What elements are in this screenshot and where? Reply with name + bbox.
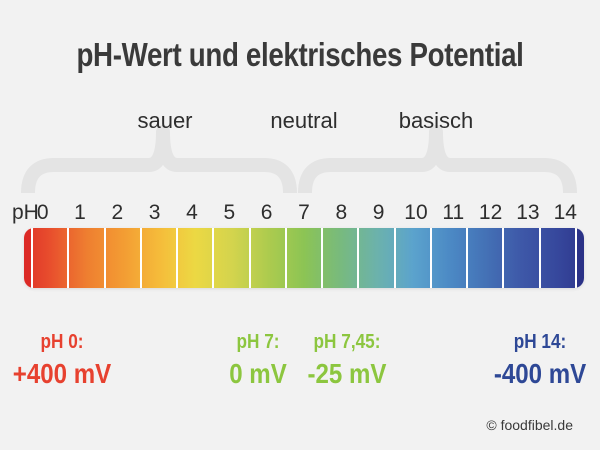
ph-segment-3 [141,228,177,288]
ph-tick: 14 [553,201,577,224]
ph-segment-9 [359,228,394,288]
ph-segment-10 [395,228,430,288]
ph-segment-13 [504,228,539,288]
annotation-value: -400 mV [493,358,587,389]
ph-tick: 10 [404,201,428,224]
ph-tick: 9 [372,201,385,224]
ph-tick: 11 [442,201,465,224]
ph-tick: 5 [223,201,236,224]
annotation-ph-7-45: pH 7,45: -25 mV [270,331,425,389]
ph-segment-4 [178,228,213,288]
annotation-ph-14: pH 14: -400 mV [463,331,600,389]
ph-tick: 2 [111,201,124,224]
ph-tick: 1 [74,201,86,224]
annotation-value: -25 mV [307,358,387,389]
ph-tick: 13 [516,201,540,224]
ph-tick: 6 [260,201,273,224]
page-title: pH-Wert und elektrisches Potential [76,36,524,73]
ph-tick: 4 [186,201,198,224]
region-label-neutral: neutral [270,108,338,133]
bar-cap-right [576,228,584,288]
ph-axis-label: pH [12,201,39,224]
ph-segment-11 [431,228,467,288]
annotation-label: pH 0: [40,331,84,353]
basisch-range-brace-icon [298,125,577,194]
copyright: © foodfibel.de [486,417,573,433]
ph-segment-1 [69,228,104,288]
annotation-ph-0: pH 0: +400 mV [0,331,139,389]
region-label-basisch: basisch [398,108,474,133]
ph-tick: 12 [478,201,503,224]
ph-tick: 7 [298,201,310,224]
annotation-label: pH 7,45: [313,331,381,353]
ph-segment-5 [214,228,249,288]
ph-tick: 3 [148,201,161,224]
ph-segment-8 [323,228,358,288]
ph-tick: 8 [335,201,348,224]
ph-color-bar [24,228,584,288]
annotation-label: pH 7: [236,331,280,353]
ph-tick: 0 [36,201,49,224]
ph-segment-0 [33,228,68,288]
ph-segment-2 [105,228,140,288]
ph-segment-6 [250,228,285,288]
ph-segment-14 [540,228,575,288]
annotation-value: 0 mV [229,358,287,389]
ph-ticks: 0 1 2 3 4 5 6 7 8 9 10 11 12 13 14 [24,201,584,225]
ph-segment-7 [286,228,322,288]
region-label-sauer: sauer [137,108,193,133]
region-labels: sauer neutral basisch [0,108,600,136]
bar-cap-left [24,228,31,288]
ph-segment-12 [468,228,503,288]
annotation-label: pH 14: [513,331,567,353]
sauer-range-brace-icon [21,125,297,194]
annotation-value: +400 mV [12,358,112,389]
annotation-ph-7: pH 7: 0 mV [181,331,336,389]
